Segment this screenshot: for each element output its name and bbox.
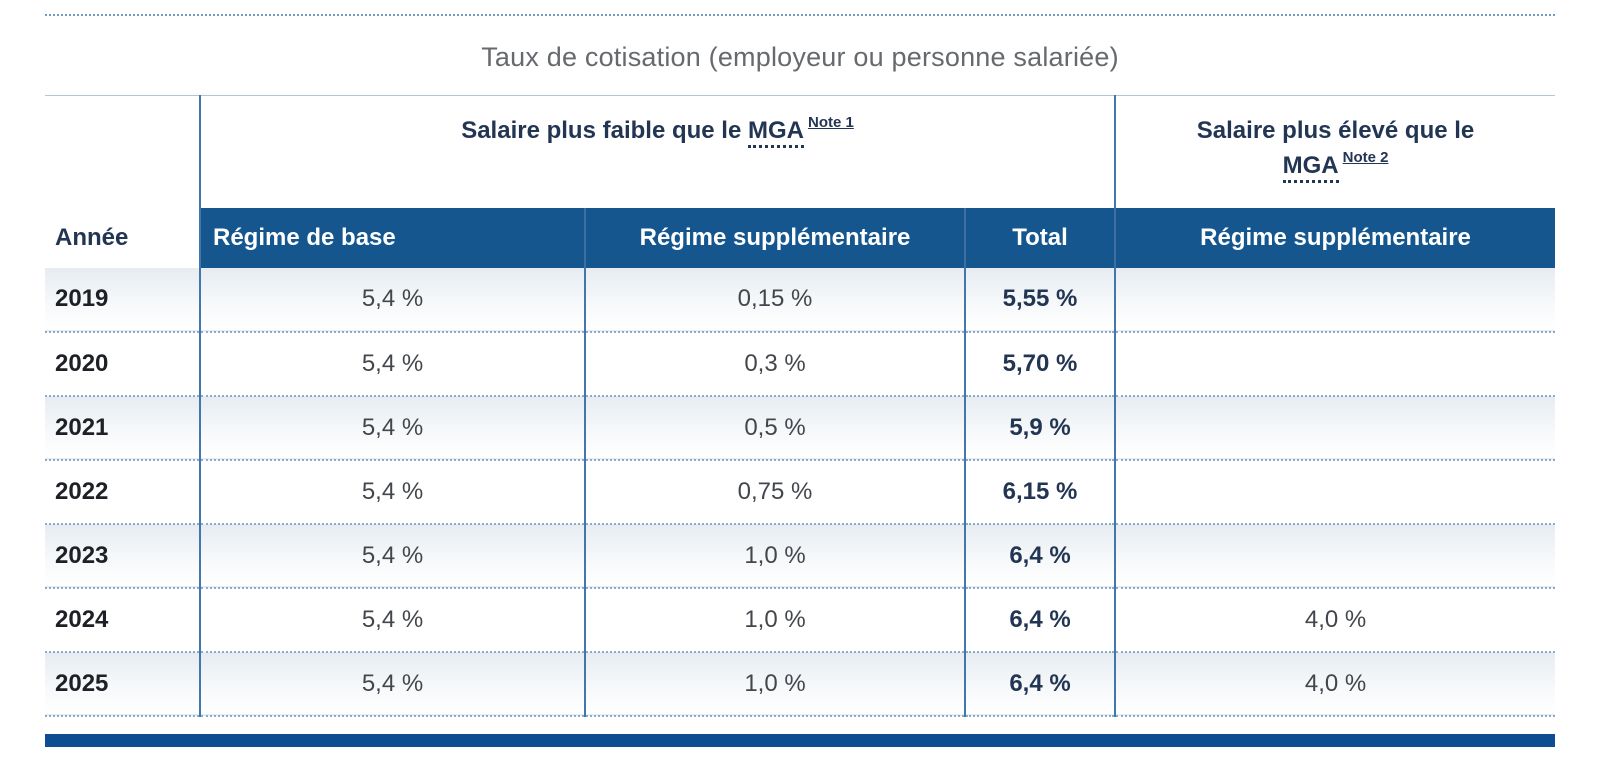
total-rate-cell: 6,4 % <box>963 523 1116 588</box>
base-rate-cell: 5,4 % <box>361 477 424 505</box>
contribution-rates-table: Salaire plus faible que le MGA Note 1 Sal… <box>45 95 1556 717</box>
base-rate-cell: 5,4 % <box>361 413 424 441</box>
column-header-regime-base: Régime de base <box>200 207 585 268</box>
total-rate-cell: 6,4 % <box>963 651 1116 716</box>
column-header-regime-supplementaire: Régime supplémentaire <box>584 207 965 268</box>
column-header-annee: Année <box>45 207 201 268</box>
group-header-salaire-faible: Salaire plus faible que le MGA Note 1 <box>200 95 1116 208</box>
supp-high-rate-cell: 4,0 % <box>1114 587 1556 652</box>
supp-rate-cell: 0,15 % <box>584 267 965 332</box>
supp-rate-cell: 1,0 % <box>584 651 965 716</box>
year-cell: 2022 <box>45 459 201 524</box>
mga-abbr[interactable]: MGA <box>1282 151 1339 183</box>
group-header-salaire-eleve: Salaire plus élevé que le MGA Note 2 <box>1114 95 1556 208</box>
supp-high-rate-cell <box>1114 331 1556 396</box>
supp-rate-cell: 1,0 % <box>584 523 965 588</box>
group-header-text: Salaire plus élevé que le <box>1196 117 1475 144</box>
total-rate-cell: 6,15 % <box>963 459 1116 524</box>
year-cell: 2025 <box>45 651 201 716</box>
total-rate-cell: 5,9 % <box>963 395 1116 460</box>
column-header-row: Année Régime de base Régime supplémentai… <box>45 207 1556 268</box>
group-header-blank <box>45 95 201 208</box>
supp-rate-cell: 0,3 % <box>584 331 965 396</box>
base-rate-cell: 5,4 % <box>361 541 424 569</box>
table-row: 2024 5,4 % 1,0 % 6,4 % 4,0 % <box>45 587 1556 652</box>
total-rate-cell: 5,55 % <box>963 267 1116 332</box>
table-row: 2023 5,4 % 1,0 % 6,4 % <box>45 523 1556 588</box>
total-rate-cell: 5,70 % <box>963 331 1116 396</box>
note-1-link[interactable]: Note 1 <box>807 114 854 131</box>
year-cell: 2019 <box>45 267 201 332</box>
table-row: 2022 5,4 % 0,75 % 6,15 % <box>45 459 1556 524</box>
table-row: 2020 5,4 % 0,3 % 5,70 % <box>45 331 1556 396</box>
group-header-row: Salaire plus faible que le MGA Note 1 Sal… <box>45 95 1556 208</box>
supp-high-rate-cell <box>1114 459 1556 524</box>
year-cell: 2023 <box>45 523 201 588</box>
supp-rate-cell: 0,5 % <box>584 395 965 460</box>
base-rate-cell: 5,4 % <box>361 669 424 697</box>
supp-rate-cell: 1,0 % <box>584 587 965 652</box>
mga-abbr[interactable]: MGA <box>747 117 804 148</box>
note-2-link[interactable]: Note 2 <box>1342 148 1389 166</box>
table-caption: Taux de cotisation (employeur ou personn… <box>481 42 1119 72</box>
base-rate-cell: 5,4 % <box>361 285 424 312</box>
total-rate-cell: 6,4 % <box>963 587 1116 652</box>
year-cell: 2020 <box>45 331 201 396</box>
year-cell: 2021 <box>45 395 201 460</box>
column-header-regime-supplementaire-mga: Régime supplémentaire <box>1114 207 1556 268</box>
table-row: 2025 5,4 % 1,0 % 6,4 % 4,0 % <box>45 651 1556 716</box>
supp-high-rate-cell <box>1114 267 1556 332</box>
supp-high-rate-cell <box>1114 395 1556 460</box>
bottom-divider-bar <box>45 733 1555 747</box>
base-rate-cell: 5,4 % <box>361 605 424 633</box>
group-header-text: Salaire plus faible que le <box>461 117 742 144</box>
supp-high-rate-cell: 4,0 % <box>1114 651 1556 716</box>
table-row: 2019 5,4 % 0,15 % 5,55 % <box>45 267 1556 332</box>
table-row: 2021 5,4 % 0,5 % 5,9 % <box>45 395 1556 460</box>
year-cell: 2024 <box>45 587 201 652</box>
base-rate-cell: 5,4 % <box>361 349 424 377</box>
supp-rate-cell: 0,75 % <box>584 459 965 524</box>
table-zone: Taux de cotisation (employeur ou personn… <box>45 14 1556 717</box>
contribution-rates-page: Taux de cotisation (employeur ou personn… <box>0 14 1600 761</box>
supp-high-rate-cell <box>1114 523 1556 588</box>
column-header-total: Total <box>963 207 1116 268</box>
